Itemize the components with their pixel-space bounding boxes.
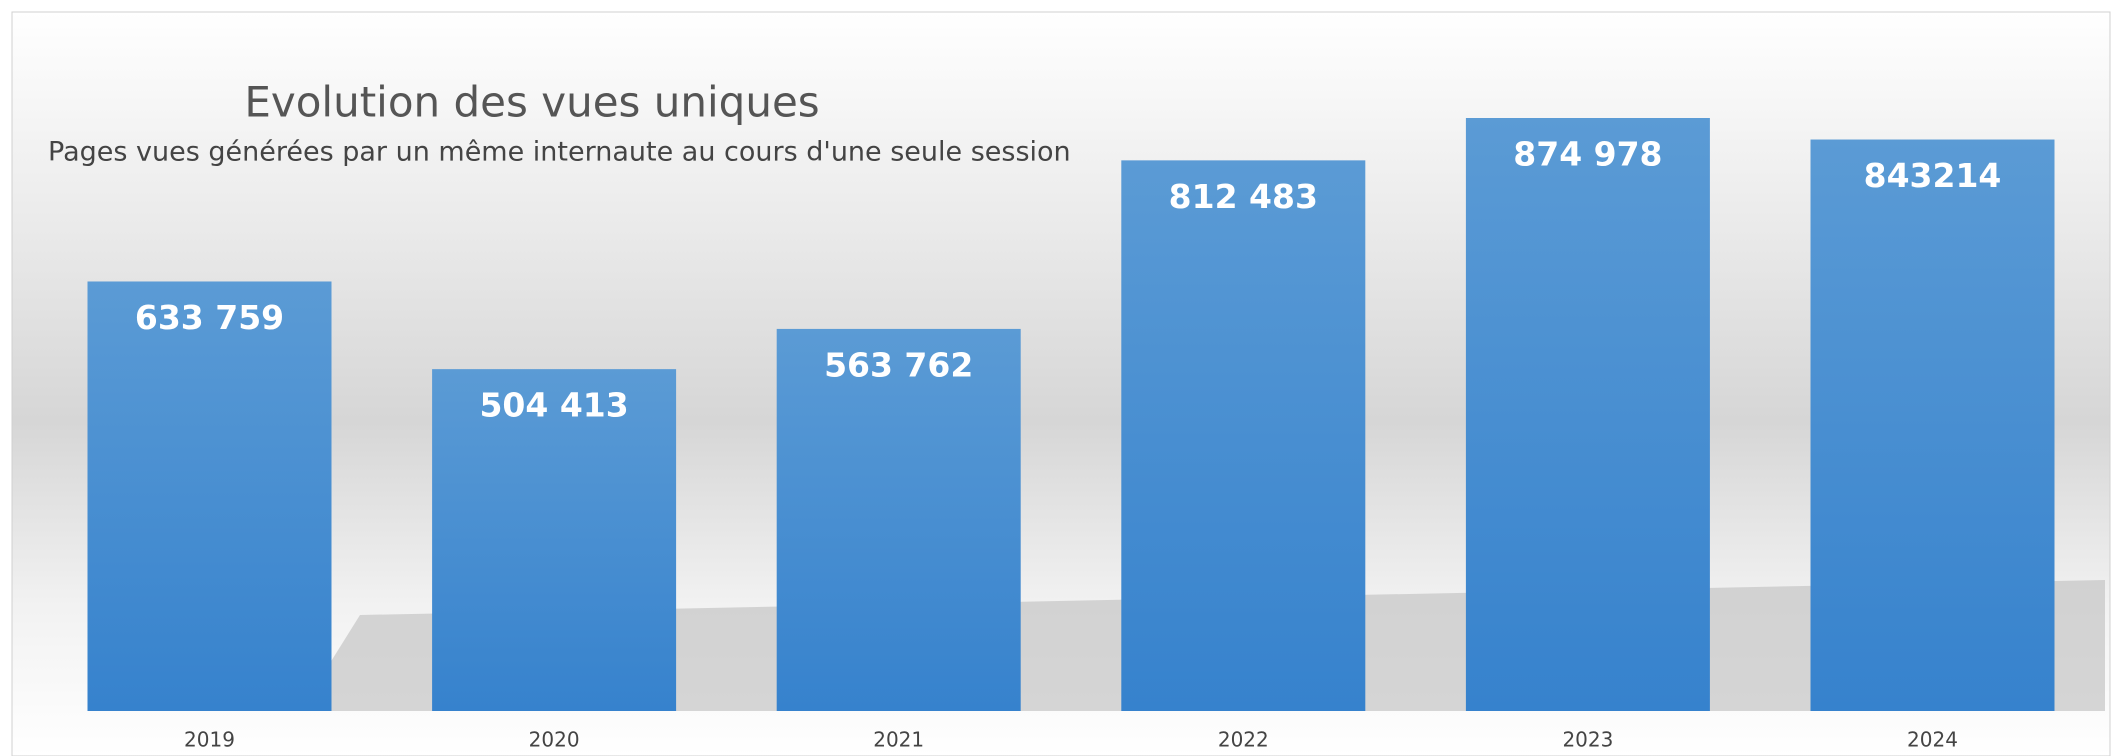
value-label: 874 978 [1513,135,1662,174]
x-tick-label: 2023 [1562,728,1613,752]
x-tick-label: 2021 [873,728,924,752]
value-label: 633 759 [135,298,284,337]
bar [1810,139,2055,711]
value-label: 812 483 [1169,177,1318,216]
x-tick-label: 2022 [1218,728,1269,752]
bar [87,281,332,711]
x-tick-label: 2019 [184,728,235,752]
bar [1465,118,1710,711]
x-tick-label: 2024 [1907,728,1958,752]
value-label: 563 762 [824,345,973,384]
x-tick-label: 2020 [529,728,580,752]
bar [776,328,1021,711]
chart-subtitle: Pages vues générées par un même internau… [48,137,1071,168]
bar [1121,160,1366,712]
value-label: 504 413 [479,386,628,425]
bar [432,369,677,711]
chart-title: Evolution des vues uniques [244,78,819,127]
value-label: 843214 [1864,156,2002,195]
